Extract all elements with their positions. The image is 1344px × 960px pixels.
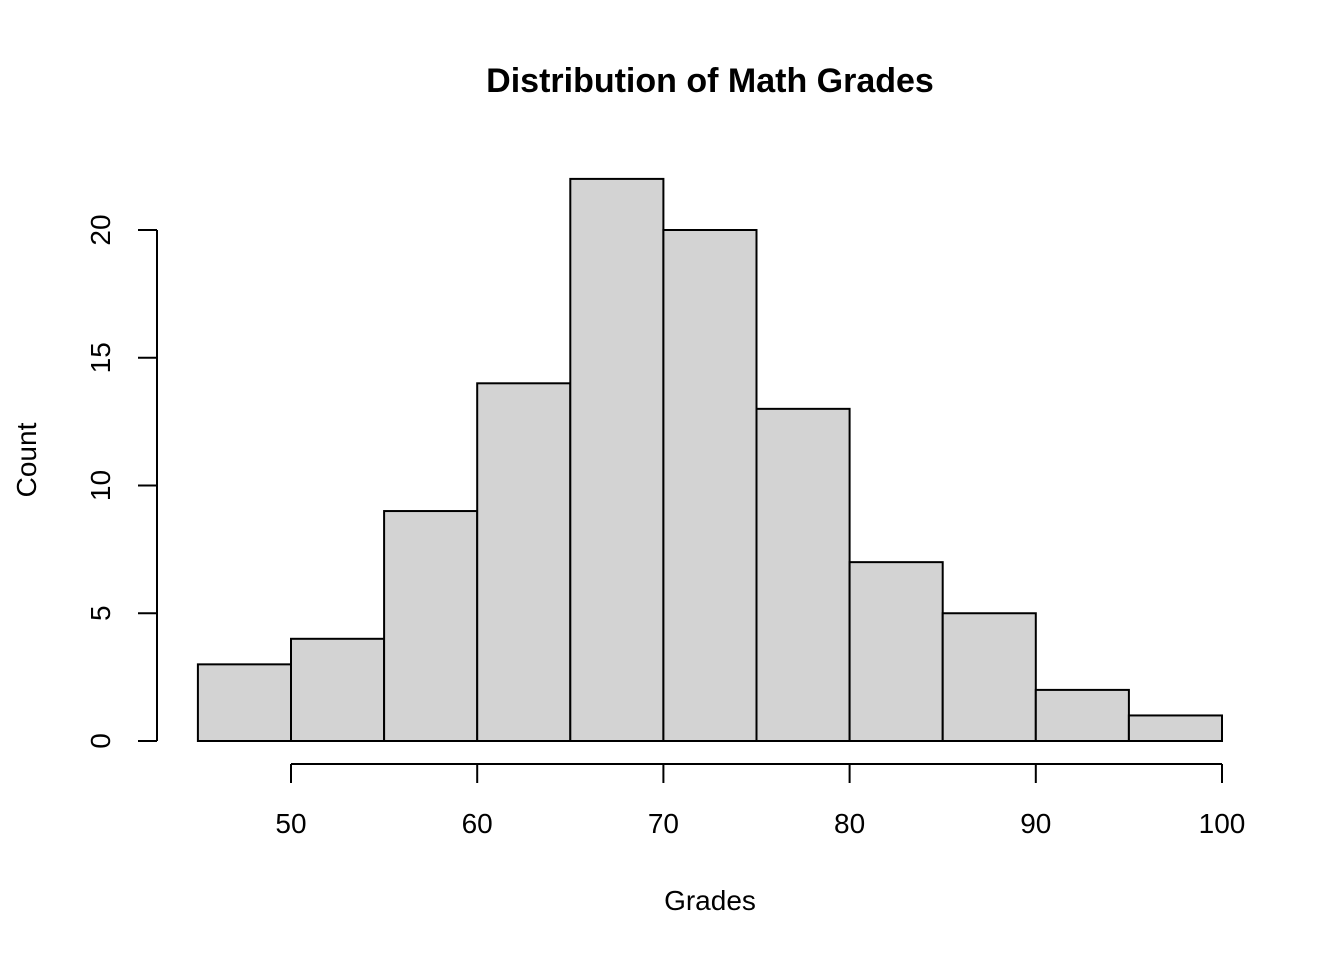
x-axis: 50 60 70 80 90 100 — [275, 763, 1246, 839]
histogram-bar-4 — [569, 177, 665, 742]
y-tick-label-0: 0 — [85, 733, 116, 749]
x-tick-label-90: 90 — [1020, 808, 1051, 839]
histogram-bar-10 — [1127, 714, 1224, 743]
y-tick-label-20: 20 — [85, 214, 116, 245]
histogram-bar-5 — [662, 229, 758, 742]
histogram-bar-1 — [290, 637, 386, 742]
histogram-bar-0 — [196, 663, 292, 742]
y-tick-label-10: 10 — [85, 470, 116, 501]
x-tick-label-80: 80 — [834, 808, 865, 839]
chart-title: Distribution of Math Grades — [486, 62, 934, 100]
y-tick-label-15: 15 — [85, 342, 116, 373]
x-tick-label-100: 100 — [1199, 808, 1246, 839]
bars-group — [196, 177, 1224, 743]
histogram-bar-6 — [755, 407, 851, 742]
histogram-bar-2 — [383, 510, 479, 742]
histogram-bar-7 — [848, 561, 944, 743]
y-axis: 0 5 10 15 20 — [85, 214, 158, 749]
histogram-bar-3 — [476, 382, 572, 742]
histogram-bar-8 — [941, 612, 1037, 742]
x-tick-label-70: 70 — [648, 808, 679, 839]
x-tick-label-60: 60 — [462, 808, 493, 839]
x-tick-label-50: 50 — [275, 808, 306, 839]
y-tick-label-5: 5 — [85, 605, 116, 621]
y-axis-label: Count — [11, 422, 42, 497]
histogram-bar-9 — [1034, 688, 1130, 743]
x-axis-label: Grades — [664, 885, 756, 916]
